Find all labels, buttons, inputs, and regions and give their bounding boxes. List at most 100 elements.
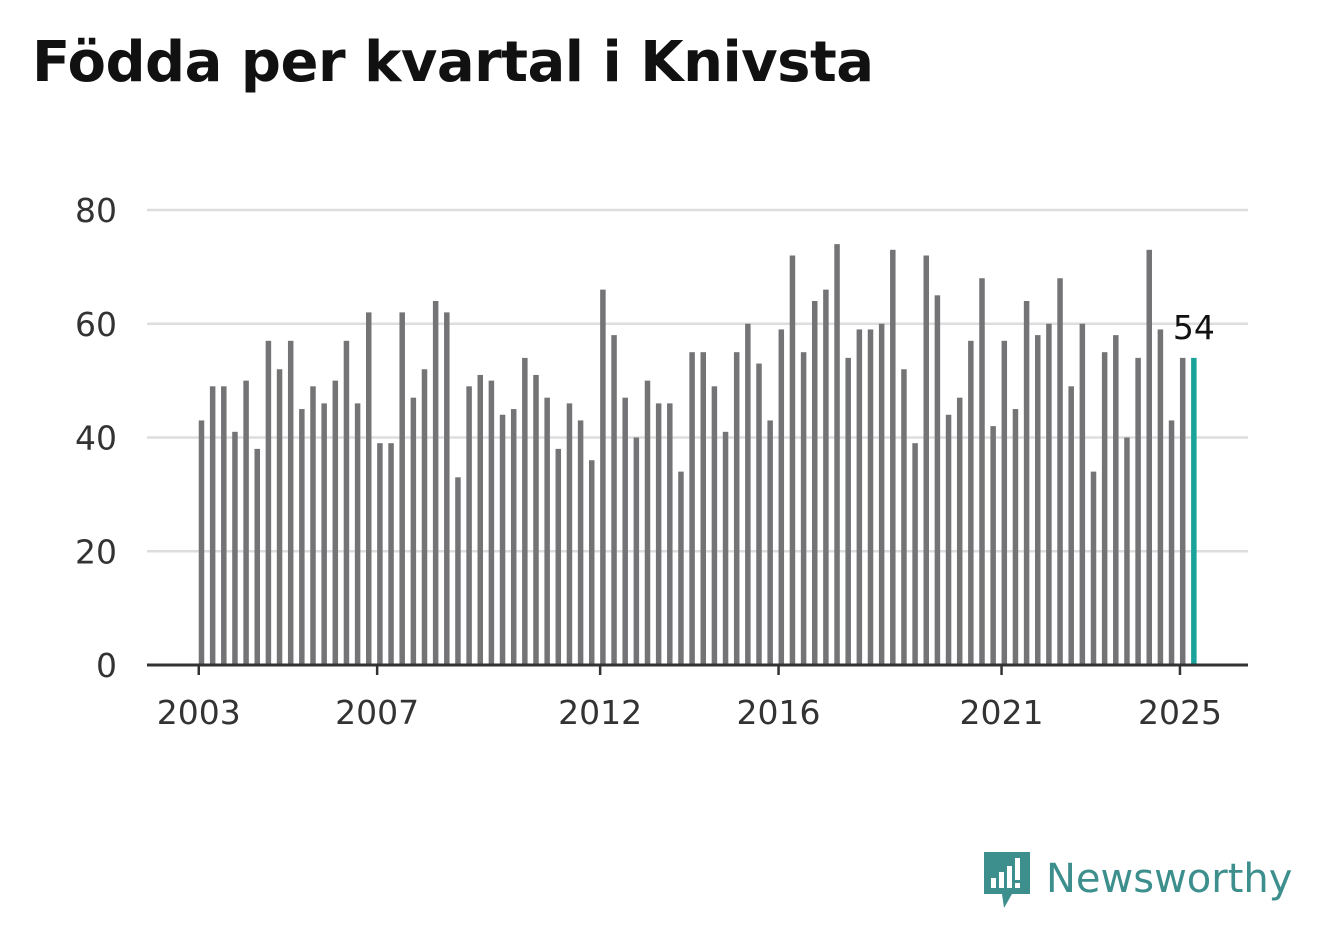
bar xyxy=(1079,323,1086,665)
bar xyxy=(332,380,339,665)
newsworthy-logo-icon xyxy=(984,852,1030,908)
y-tick-label: 40 xyxy=(75,419,117,458)
bar xyxy=(968,340,974,665)
bar xyxy=(522,357,528,665)
bar xyxy=(321,403,327,665)
bar xyxy=(1068,386,1074,665)
bar xyxy=(343,340,350,665)
bar xyxy=(1057,278,1063,665)
bar xyxy=(789,255,796,665)
y-tick-label: 80 xyxy=(75,191,117,230)
bar xyxy=(767,420,773,665)
newsworthy-logo: Newsworthy xyxy=(982,848,1292,910)
bar xyxy=(566,403,573,665)
bar-highlighted xyxy=(1191,357,1197,665)
bar xyxy=(232,431,238,665)
bar xyxy=(745,323,751,665)
bar xyxy=(577,420,584,665)
bar xyxy=(611,335,617,665)
bar xyxy=(834,244,840,665)
bar xyxy=(265,340,272,665)
bar xyxy=(477,374,483,665)
bar xyxy=(689,352,695,665)
axes xyxy=(147,663,1248,675)
bar xyxy=(444,312,450,665)
y-tick-label: 20 xyxy=(75,532,117,571)
bar xyxy=(867,329,874,665)
bar xyxy=(945,414,952,665)
x-tick-label: 2021 xyxy=(960,693,1044,732)
bar xyxy=(287,340,294,665)
bar xyxy=(1124,437,1130,665)
bar xyxy=(1101,352,1108,665)
bar xyxy=(310,386,316,665)
bar xyxy=(388,443,394,665)
bar xyxy=(589,460,595,665)
bar xyxy=(644,380,651,665)
brand-name: Newsworthy xyxy=(1046,856,1293,902)
bar xyxy=(243,380,249,665)
bar xyxy=(510,409,517,665)
x-tick-label: 2012 xyxy=(558,693,642,732)
bar xyxy=(209,386,216,665)
bar xyxy=(198,420,205,665)
bar xyxy=(488,380,495,665)
bar xyxy=(812,301,818,665)
bar xyxy=(499,414,506,665)
bar xyxy=(533,374,539,665)
bar xyxy=(544,397,550,665)
bar xyxy=(990,426,996,665)
labels: 0 20 40 60 80 2003 2007 2012 2016 2021 2025 54 xyxy=(75,191,1222,732)
bar xyxy=(399,312,405,665)
bar xyxy=(800,352,807,665)
bar xyxy=(1023,301,1030,665)
bar xyxy=(878,323,885,665)
bar xyxy=(1146,249,1152,665)
bar xyxy=(845,357,851,665)
bar xyxy=(678,471,684,665)
y-tick-label: 0 xyxy=(96,646,117,685)
bar xyxy=(1157,329,1164,665)
bar xyxy=(756,363,762,665)
bar xyxy=(1001,340,1008,665)
bar xyxy=(1090,471,1097,665)
x-tick-label: 2003 xyxy=(157,693,241,732)
bar xyxy=(1135,357,1141,665)
bar xyxy=(1035,335,1041,665)
bar xyxy=(299,409,305,665)
gridlines xyxy=(147,208,1248,553)
bar xyxy=(466,386,472,665)
bar xyxy=(823,289,829,665)
bar xyxy=(1046,323,1052,665)
bars xyxy=(198,244,1197,665)
bar xyxy=(254,448,260,665)
bar xyxy=(432,301,439,665)
bar xyxy=(366,312,372,665)
bar xyxy=(901,369,907,665)
bar xyxy=(733,352,740,665)
bar xyxy=(421,369,428,665)
bar xyxy=(667,403,673,665)
bar xyxy=(600,289,606,665)
bar xyxy=(912,443,918,665)
x-tick-label: 2007 xyxy=(335,693,419,732)
bar xyxy=(1012,409,1019,665)
bar xyxy=(633,437,640,665)
bar xyxy=(890,249,896,665)
bar xyxy=(276,369,283,665)
bar xyxy=(377,443,383,665)
bar xyxy=(1179,357,1186,665)
y-tick-label: 60 xyxy=(75,305,117,344)
bar xyxy=(856,329,863,665)
bar xyxy=(555,448,562,665)
bar xyxy=(1168,420,1175,665)
bar xyxy=(354,403,361,665)
bar xyxy=(622,397,628,665)
bar xyxy=(923,255,929,665)
bar xyxy=(655,403,662,665)
bar xyxy=(778,329,785,665)
bar xyxy=(410,397,417,665)
chart-title: Födda per kvartal i Knivsta xyxy=(32,30,874,95)
bar xyxy=(722,431,729,665)
